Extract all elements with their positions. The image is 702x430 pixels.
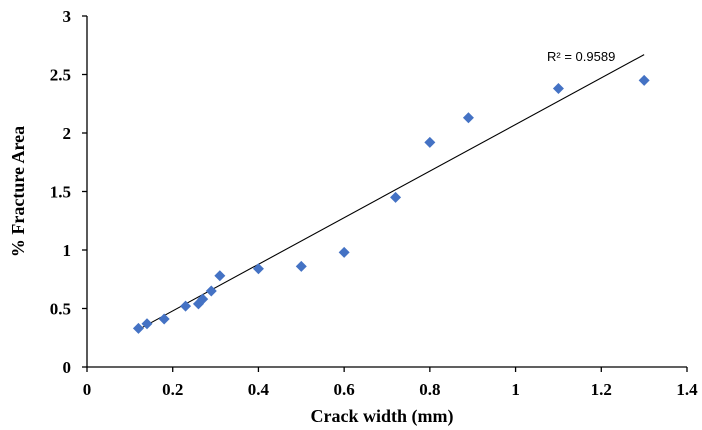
data-point (158, 313, 170, 325)
y-tick-label: 2.5 (50, 66, 71, 85)
data-point (180, 300, 192, 312)
r-squared-annotation: R² = 0.9589 (547, 49, 615, 64)
data-point (295, 260, 307, 272)
data-point (205, 285, 217, 297)
x-tick-label: 1.2 (591, 380, 612, 399)
x-tick-label: 0.4 (248, 380, 270, 399)
data-point (338, 246, 350, 258)
data-point (638, 74, 650, 86)
x-tick-label: 1.4 (676, 380, 698, 399)
x-axis-title: Crack width (mm) (311, 406, 454, 427)
y-tick-label: 2 (63, 124, 72, 143)
y-tick-label: 0.5 (50, 300, 71, 319)
y-tick-label: 1.5 (50, 183, 71, 202)
y-tick-label: 3 (63, 7, 72, 26)
data-point (197, 293, 209, 305)
data-point (462, 112, 474, 124)
data-point (390, 191, 402, 203)
trendline (138, 54, 645, 331)
x-tick-label: 0.2 (162, 380, 183, 399)
data-point (424, 136, 436, 148)
x-tick-label: 1 (511, 380, 520, 399)
x-tick-label: 0.6 (334, 380, 355, 399)
plot-area: 0 0.2 0.4 0.6 0.8 1 1.2 1.4 0 0.5 1 1.5 2 2.5 3 (50, 7, 698, 399)
x-tick-label: 0 (83, 380, 92, 399)
y-axis-title: % Fracture Area (8, 126, 28, 257)
x-tick-label: 0.8 (419, 380, 440, 399)
data-point (141, 318, 153, 330)
data-point (214, 270, 226, 282)
y-tick-label: 0 (63, 358, 72, 377)
data-point (132, 322, 144, 334)
data-point (252, 263, 264, 275)
y-tick-label: 1 (63, 241, 72, 260)
data-point (552, 83, 564, 95)
